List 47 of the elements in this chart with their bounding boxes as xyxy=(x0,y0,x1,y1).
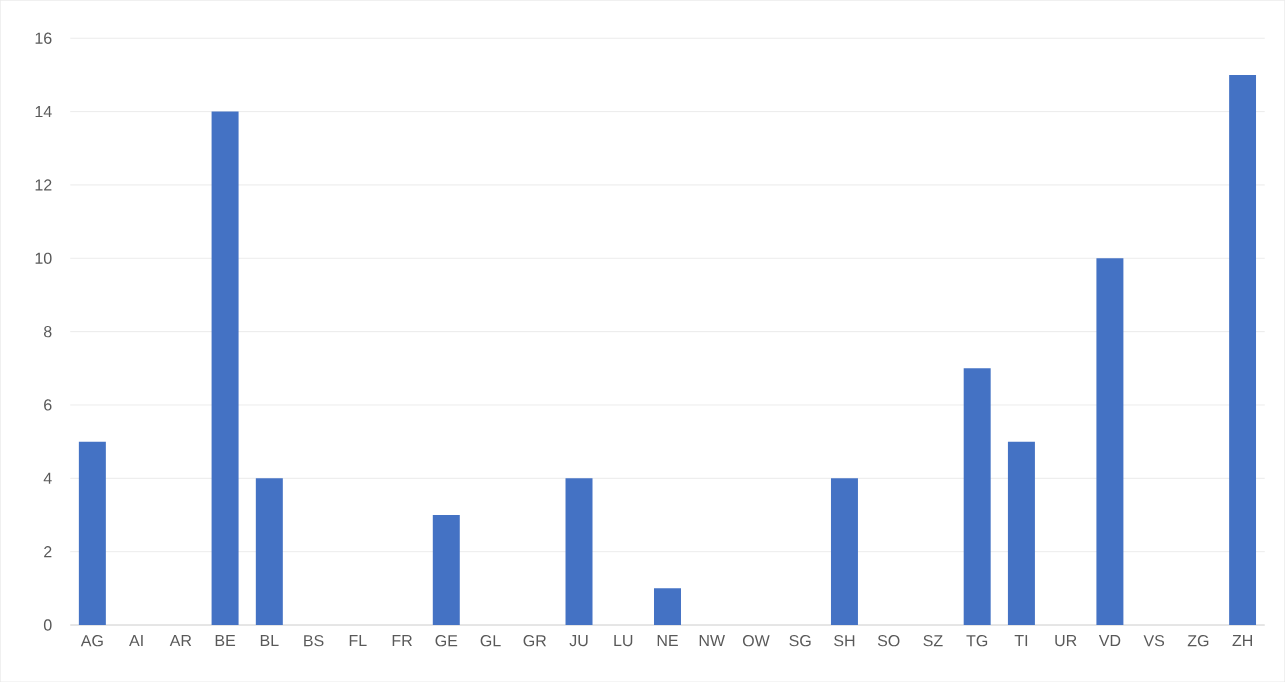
x-tick-label: SO xyxy=(877,634,900,647)
y-tick-label: 16 xyxy=(35,32,52,44)
bar xyxy=(78,441,106,625)
x-tick-label: TG xyxy=(966,634,988,647)
bar xyxy=(654,588,681,625)
y-tick-label: 6 xyxy=(44,399,52,411)
y-tick-label: 14 xyxy=(35,105,52,117)
x-tick-label: FL xyxy=(349,634,367,646)
bar xyxy=(211,111,239,625)
bar xyxy=(963,368,991,625)
bar xyxy=(1007,441,1035,625)
x-tick-label: GR xyxy=(523,634,547,647)
y-tick-label: 4 xyxy=(43,472,52,484)
y-tick-label: 2 xyxy=(44,545,52,558)
x-tick-label: BS xyxy=(304,634,324,647)
x-tick-label: OW xyxy=(742,634,770,647)
x-tick-label: ZH xyxy=(1232,634,1252,646)
y-tick-label: 0 xyxy=(43,619,52,631)
y-tick-label: 8 xyxy=(44,325,52,338)
x-tick-label: GE xyxy=(435,634,458,647)
x-tick-label: BL xyxy=(260,634,279,646)
bar xyxy=(1229,74,1257,625)
x-tick-label: AR xyxy=(169,634,192,646)
x-tick-label: SH xyxy=(834,634,855,647)
x-tick-label: SZ xyxy=(923,634,943,647)
x-tick-label: FR xyxy=(392,634,412,646)
x-tick-label: ZG xyxy=(1187,634,1209,647)
x-tick-label: AG xyxy=(80,634,103,647)
x-tick-label: BE xyxy=(215,634,236,646)
x-tick-label: LU xyxy=(614,634,633,647)
x-tick-label: JU xyxy=(569,634,588,647)
x-tick-label: UR xyxy=(1055,634,1077,647)
y-tick-label: 12 xyxy=(35,179,52,191)
x-tick-label: GL xyxy=(480,634,501,647)
x-tick-label: AI xyxy=(129,634,143,646)
x-tick-label: NW xyxy=(699,634,725,646)
x-tick-label: SG xyxy=(789,634,811,647)
bar xyxy=(565,478,593,625)
bar xyxy=(1096,258,1124,625)
x-tick-label: NE xyxy=(657,634,678,646)
x-tick-label: VS xyxy=(1143,634,1165,647)
bar xyxy=(255,478,283,625)
bar xyxy=(432,514,460,625)
x-tick-label: VD xyxy=(1098,634,1121,646)
bar xyxy=(830,478,858,625)
y-tick-label: 10 xyxy=(35,252,52,264)
x-tick-label: TI xyxy=(1014,634,1028,646)
